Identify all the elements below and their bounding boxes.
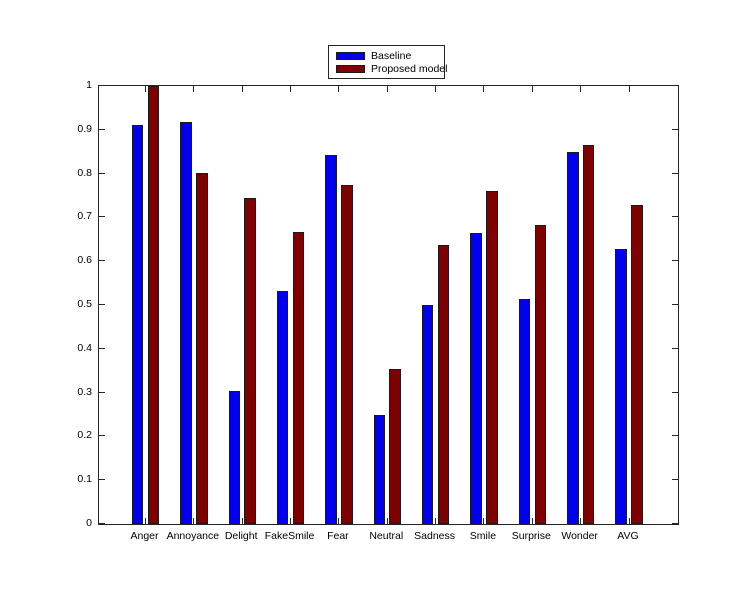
y-tick-right [672,85,678,86]
proposed-model-color-swatch [336,64,365,73]
y-tick-right [672,479,678,481]
x-category-label: Surprise [511,530,551,542]
bar-proposed-model-avg [631,205,643,524]
x-tick-bottom [386,518,388,524]
y-tick-left [99,172,105,174]
x-tick-top [531,86,533,92]
x-tick-top [580,86,582,92]
legend-label-proposed-model: Proposed model [371,62,448,75]
legend-item-baseline: Baseline [336,49,444,62]
bar-proposed-model-surprise [534,225,546,524]
y-tick-left [99,216,105,218]
bar-baseline-wonder [567,152,579,524]
y-tick-right [672,216,678,218]
y-tick-label: 0.7 [77,210,92,223]
x-tick-bottom [580,518,582,524]
x-tick-bottom [145,518,146,524]
y-tick-right [672,172,678,174]
y-tick-right [672,128,678,130]
x-category-label: Wonder [561,530,598,542]
x-category-label: Sadness [414,530,456,542]
bar-proposed-model-annoyance [196,173,208,524]
bar-proposed-model-fakesmile [292,232,305,524]
bar-baseline-sadness [421,305,434,524]
y-tick-label: 0 [86,517,92,529]
y-tick-right [672,347,678,349]
bar-proposed-model-sadness [437,245,450,524]
x-category-label: Delight [224,530,258,542]
plot-area [98,85,679,525]
x-tick-bottom [483,518,485,524]
y-tick-label: 0.5 [77,298,92,310]
y-tick-left [99,435,105,437]
y-tick-left [99,523,105,524]
x-tick-bottom [290,518,292,524]
x-category-label: AVG [617,530,639,542]
y-tick-right [672,435,678,437]
x-tick-top [386,86,388,92]
bar-proposed-model-delight [244,198,256,524]
x-tick-top [145,86,146,92]
y-tick-left [99,347,105,349]
x-tick-top [338,86,340,92]
bar-baseline-avg [615,249,627,524]
bar-proposed-model-fear [341,185,353,524]
x-tick-top [193,86,195,92]
y-tick-label: 0.4 [77,341,92,354]
x-category-label: Smile [469,530,497,542]
x-tick-bottom [628,518,630,524]
bar-baseline-annoyance [180,122,192,524]
bar-baseline-fear [325,155,337,524]
bar-baseline-surprise [518,299,531,524]
x-tick-bottom [435,518,437,524]
x-category-label: FakeSmile [264,530,315,542]
y-tick-left [99,391,105,393]
bar-baseline-anger [131,125,144,524]
bar-baseline-delight [228,391,240,524]
y-tick-left [99,260,105,262]
bar-baseline-neutral [373,415,386,524]
x-tick-top [483,86,485,92]
y-tick-label: 0.9 [77,122,92,135]
bar-baseline-smile [470,233,482,524]
y-tick-label: 0.3 [77,385,92,398]
x-tick-top [241,86,243,92]
x-tick-top [290,86,292,92]
x-tick-bottom [241,518,243,524]
legend: Baseline Proposed model [328,45,448,79]
y-tick-right [672,260,678,262]
x-category-label: Anger [130,530,159,542]
y-tick-label: 0.6 [77,254,92,267]
x-tick-bottom [193,518,195,524]
legend-item-proposed-model: Proposed model [336,62,448,75]
x-tick-top [628,86,630,92]
y-tick-label: 1 [86,79,92,91]
x-category-label: Neutral [369,530,404,542]
bar-baseline-fakesmile [276,291,289,524]
x-category-label: Annoyance [166,530,220,542]
x-tick-bottom [338,518,340,524]
y-tick-left [99,85,105,86]
bar-proposed-model-anger [147,86,160,524]
x-tick-bottom [531,518,533,524]
y-tick-right [672,391,678,393]
y-tick-right [672,304,678,305]
bar-proposed-model-wonder [582,145,595,524]
y-tick-label: 0.8 [77,166,92,179]
y-tick-left [99,304,105,305]
bar-proposed-model-neutral [389,369,401,524]
y-tick-label: 0.1 [77,473,92,486]
y-tick-left [99,128,105,130]
bar-proposed-model-smile [486,191,498,524]
y-tick-left [99,479,105,481]
y-tick-right [672,523,678,524]
x-category-label: Fear [327,530,349,542]
y-tick-label: 0.2 [77,429,92,442]
x-tick-top [435,86,437,92]
legend-label-baseline: Baseline [371,49,412,62]
baseline-color-swatch [336,51,365,60]
